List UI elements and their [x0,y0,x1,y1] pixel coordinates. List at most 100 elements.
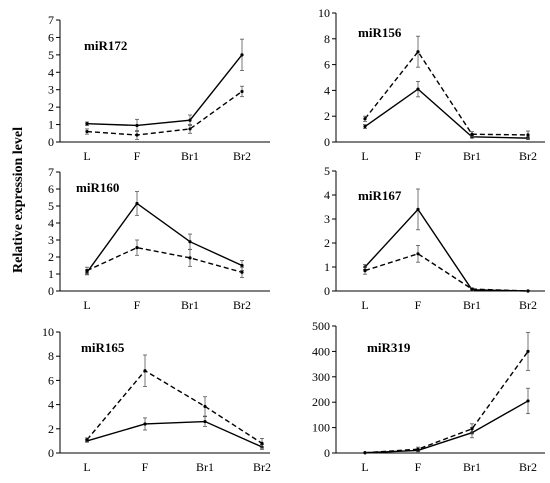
panel-6-series-dashed-line [364,350,529,454]
panel-1-series-dashed-point [85,129,89,134]
panel-1-series-solid-point [85,122,89,126]
panel-6-x-tick-label: Br1 [463,460,481,474]
panel-2-series-solid-line [364,88,529,139]
panel-6-series-dashed-point [363,451,367,455]
panel-6-y-tick-label: 300 [312,370,330,384]
panel-3-series-solid-point [188,240,192,244]
panel-6-title: miR319 [367,340,411,355]
panel-3-series-solid-line [86,202,243,273]
panel-2-series-dashed-line [364,50,529,136]
panel-6-y-tick-label: 100 [312,421,330,435]
panel-1-series-dashed-point [135,133,139,137]
shared-y-axis-label-area: Relative expression level [11,127,26,273]
panel-1-series-solid-line [86,54,243,127]
panel-3-series-solid-point [240,263,244,268]
panel-2-y-tick-label: 4 [324,83,330,97]
panel-3-series-dashed-point [240,270,244,274]
panel-6-y-tick-label: 400 [312,344,330,358]
panel-2-y-tick-label: 6 [324,58,330,72]
panel-5-x-tick-label: Br2 [253,460,271,474]
panel-5-y-tick-label: 8 [48,349,54,363]
panel-6-series-solid-point [526,399,530,403]
panel-5-series-dashed-point [203,404,207,409]
y-axis-label: Relative expression level [11,127,26,273]
panel-2-series-dashed-point [470,132,474,136]
panel-1-y-tick-label: 1 [48,118,54,132]
panel-6-y-tick-label: 200 [312,395,330,409]
panel-2-x-tick-label: L [361,149,368,163]
panel-5-series-solid-point [143,422,147,426]
panel-4-series-solid-point [416,207,420,211]
panel-1-series-solid-point [240,53,244,57]
panel-1-series-solid-point [188,118,192,122]
panel-2-y-tick-label: 8 [324,32,330,46]
panel-5-y-tick-label: 2 [48,422,54,436]
panel-1-y-tick-label: 5 [48,48,54,62]
panel-6-series-dashed-point [470,427,474,431]
panel-4-series-dashed-point [363,269,367,273]
panel-1-x-tick-label: F [134,149,141,163]
panel-1-y-tick-label: 7 [48,13,54,27]
panel-1-y-tick-label: 6 [48,30,54,44]
panel-3-y-tick-label: 6 [48,182,54,196]
panel-3-y-tick-label: 2 [48,250,54,264]
panel-5-x-tick-label: F [142,460,149,474]
panel-3-x-tick-label: Br2 [233,298,251,312]
panel-2-title: miR156 [358,25,402,40]
panel-6-x-tick-label: F [415,460,422,474]
panel-5-series-solid-point [203,419,207,424]
panel-3-y-tick-label: 7 [48,165,54,179]
panel-1-y-tick-label: 2 [48,100,54,114]
panel-1-y-tick-label: 4 [48,65,54,79]
panel-1-y-tick-label: 3 [48,83,54,97]
panel-4-y-tick-label: 0 [324,284,330,298]
panel-3-series-dashed-line [86,246,243,273]
panel-4-x-tick-label: Br1 [463,298,481,312]
panel-4-y-tick-label: 2 [324,236,330,250]
panel-5-y-tick-label: 10 [42,325,54,339]
panel-6-series-dashed-point [526,349,530,353]
panel-2-x-tick-label: Br1 [463,149,481,163]
panel-1-series-dashed-point [240,89,244,94]
panel-3-y-tick-label: 4 [48,216,54,230]
panel-6-y-tick-label: 0 [324,446,330,460]
panel-5-y-tick-label: 4 [48,398,54,412]
panel-6-x-tick-label: L [361,460,368,474]
panel-6-x-tick-label: Br2 [519,460,537,474]
panel-4-x-tick-label: F [415,298,422,312]
panel-3-x-tick-label: L [83,298,90,312]
panel-4-series-dashed-point [526,289,530,293]
panel-1-x-tick-label: L [83,149,90,163]
panel-1-x-tick-label: Br1 [181,149,199,163]
panel-1-x-tick-label: Br2 [233,149,251,163]
panel-6-y-tick-label: 500 [312,319,330,333]
panel-3-series-dashed-point [188,256,192,260]
panel-3-title: miR160 [76,180,119,195]
panel-5-title: miR165 [81,340,125,355]
panel-4-y-tick-label: 5 [324,164,330,178]
panel-4-series-dashed-line [364,253,529,292]
panel-5-y-tick-label: 6 [48,373,54,387]
panel-4-y-tick-label: 4 [324,188,330,202]
panel-4-y-tick-label: 3 [324,212,330,226]
panel-4-y-tick-label: 1 [324,260,330,274]
panel-3-series-dashed-point [135,246,139,250]
panel-5-series-dashed-point [260,441,264,445]
panel-5-x-tick-label: L [83,460,90,474]
panel-1-series-dashed-point [188,127,192,131]
panel-6-series-dashed-point [416,447,420,451]
panel-5-series-dashed-line [86,369,263,444]
panel-3-y-tick-label: 3 [48,233,54,247]
panel-2-x-tick-label: Br2 [519,149,537,163]
panel-5-y-tick-label: 0 [48,446,54,460]
panel-4-title: miR167 [358,188,402,203]
panel-2-series-solid-point [416,87,420,91]
panel-3-y-tick-label: 1 [48,267,54,281]
panel-4-x-tick-label: Br2 [519,298,537,312]
panel-2-series-dashed-point [363,117,367,121]
panel-3-x-tick-label: Br1 [181,298,199,312]
panel-2-series-solid-point [363,124,367,129]
panel-4-series-dashed-point [416,252,420,256]
panel-5-x-tick-label: Br1 [196,460,214,474]
